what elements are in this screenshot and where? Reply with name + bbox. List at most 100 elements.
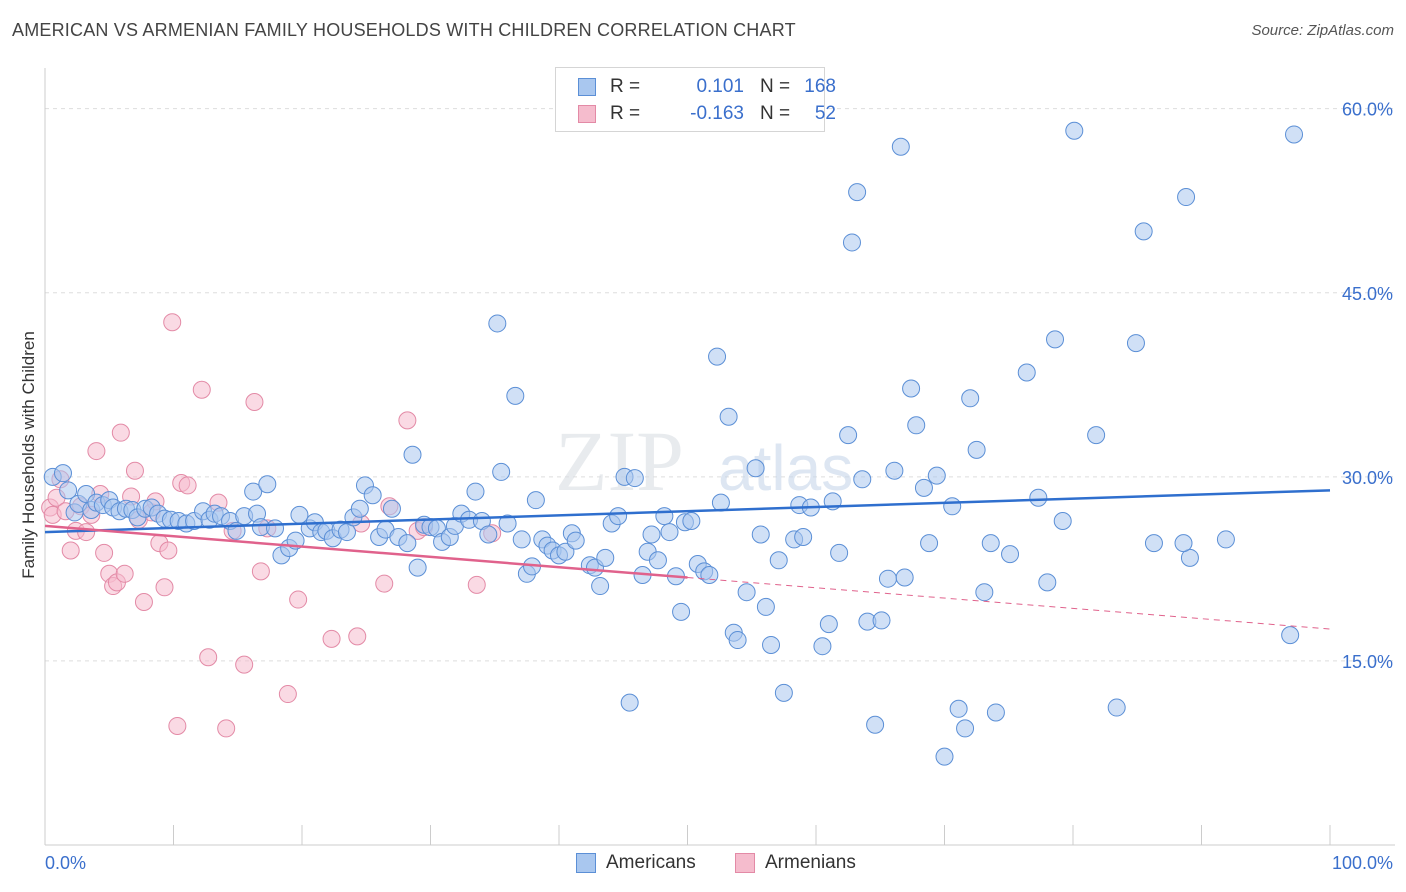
american-point — [266, 519, 285, 538]
armenians-n-value: 52 — [814, 103, 836, 124]
armenian-point — [245, 392, 264, 411]
armenian-point — [87, 442, 106, 461]
american-point — [935, 747, 954, 766]
american-point — [492, 462, 511, 481]
american-point — [488, 314, 507, 333]
american-point — [1144, 534, 1163, 553]
american-point — [1029, 488, 1048, 507]
american-point — [1134, 222, 1153, 241]
armenian-point — [348, 627, 367, 646]
american-point — [813, 637, 832, 656]
armenian-point — [168, 716, 187, 735]
stats-row-armenians: R = -0.163 N = 52 — [578, 101, 836, 127]
legend-americans-swatch — [576, 853, 596, 873]
y-tick-label: 15.0% — [1342, 652, 1393, 672]
american-point — [830, 543, 849, 562]
american-point — [819, 615, 838, 634]
american-point — [927, 466, 946, 485]
y-tick-label: 30.0% — [1342, 468, 1393, 488]
american-point — [244, 482, 263, 501]
y-axis-label: Family Households with Children — [19, 331, 38, 579]
americans-swatch — [578, 78, 596, 96]
american-point — [878, 569, 897, 588]
armenian-point — [192, 380, 211, 399]
legend-armenians-swatch — [735, 853, 755, 873]
armenian-point — [111, 423, 130, 442]
americans-points — [43, 121, 1304, 766]
american-point — [700, 566, 719, 585]
american-point — [506, 386, 525, 405]
armenian-point — [115, 564, 134, 583]
american-point — [382, 499, 401, 518]
american-point — [746, 459, 765, 478]
trend-layer — [44, 489, 1331, 630]
american-point — [848, 183, 867, 202]
stats-legend: R = 0.101 N = 168 R = -0.163 N = 52 — [555, 67, 836, 132]
y-tick-label: 60.0% — [1342, 100, 1393, 120]
x-tick-label-min: 0.0% — [45, 853, 86, 873]
american-point — [895, 568, 914, 587]
american-point — [609, 507, 628, 526]
armenian-point — [125, 461, 144, 480]
american-point — [1038, 573, 1057, 592]
armenians-r-label: R = — [610, 103, 641, 124]
american-point — [642, 525, 661, 544]
armenian-point — [178, 476, 197, 495]
armenian-point — [235, 655, 254, 674]
armenian-point — [278, 685, 297, 704]
american-point — [363, 486, 382, 505]
americans-n-value: 168 — [804, 76, 836, 97]
american-point — [403, 445, 422, 464]
american-point — [961, 389, 980, 408]
american-point — [1087, 426, 1106, 445]
american-point — [350, 499, 369, 518]
american-point — [625, 469, 644, 488]
armenian-point — [155, 578, 174, 597]
armenian-point — [322, 629, 341, 648]
watermark-zip: ZIP — [555, 413, 684, 509]
american-point — [975, 583, 994, 602]
american-point — [1174, 534, 1193, 553]
american-point — [956, 719, 975, 738]
american-point — [648, 551, 667, 570]
american-point — [596, 548, 615, 567]
legend-americans-label: Americans — [606, 852, 696, 873]
y-tick-label: 45.0% — [1342, 284, 1393, 304]
american-point — [398, 534, 417, 553]
legend-armenians[interactable]: Armenians — [735, 852, 856, 874]
american-point — [914, 478, 933, 497]
american-point — [498, 514, 517, 533]
armenian-point — [163, 313, 182, 332]
american-point — [737, 583, 756, 602]
american-point — [839, 426, 858, 445]
american-point — [53, 464, 72, 483]
chart-title: AMERICAN VS ARMENIAN FAMILY HOUSEHOLDS W… — [12, 20, 796, 40]
armenian-point — [159, 541, 178, 560]
american-point — [885, 461, 904, 480]
american-point — [566, 531, 585, 550]
american-point — [708, 347, 727, 366]
american-point — [1281, 626, 1300, 645]
armenian-point — [61, 541, 80, 560]
american-point — [1285, 125, 1304, 144]
american-point — [891, 137, 910, 156]
american-point — [853, 470, 872, 489]
armenian-point — [251, 562, 270, 581]
armenian-point — [375, 574, 394, 593]
armenians-trend-line-projection — [687, 576, 1331, 630]
armenians-r-value: -0.163 — [690, 103, 744, 124]
american-point — [943, 497, 962, 516]
armenian-point — [199, 648, 218, 667]
americans-r-value: 0.101 — [696, 76, 744, 97]
legend-americans[interactable]: Americans — [576, 852, 696, 874]
american-point — [466, 482, 485, 501]
armenian-point — [95, 543, 114, 562]
american-point — [408, 558, 427, 577]
american-point — [872, 611, 891, 630]
axes-layer — [44, 68, 1395, 846]
american-point — [794, 527, 813, 546]
american-point — [672, 602, 691, 621]
american-point — [1017, 363, 1036, 382]
american-point — [751, 525, 770, 544]
